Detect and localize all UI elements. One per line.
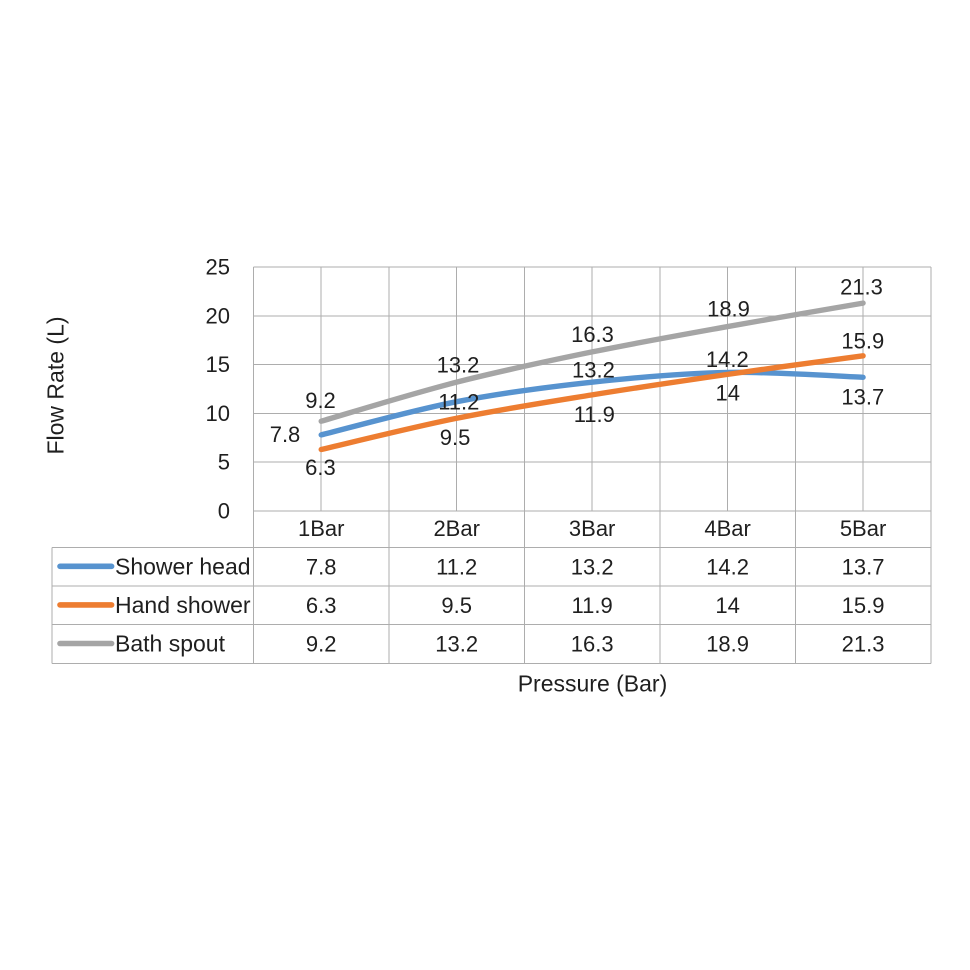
svg-text:9.2: 9.2 <box>305 388 336 413</box>
svg-text:13.2: 13.2 <box>572 358 615 383</box>
svg-text:15.9: 15.9 <box>841 328 884 353</box>
svg-text:15: 15 <box>206 352 230 377</box>
svg-text:25: 25 <box>206 255 230 280</box>
svg-text:6.3: 6.3 <box>306 593 337 618</box>
svg-text:5: 5 <box>218 450 230 475</box>
svg-text:3Bar: 3Bar <box>569 516 615 541</box>
svg-text:15.9: 15.9 <box>842 593 885 618</box>
svg-text:9.5: 9.5 <box>440 425 471 450</box>
svg-text:6.3: 6.3 <box>305 455 336 480</box>
svg-text:13.2: 13.2 <box>571 555 614 580</box>
svg-text:Hand shower: Hand shower <box>115 592 251 618</box>
svg-text:18.9: 18.9 <box>706 632 749 657</box>
svg-text:16.3: 16.3 <box>571 322 614 347</box>
svg-text:5Bar: 5Bar <box>840 516 886 541</box>
svg-text:13.2: 13.2 <box>437 353 480 378</box>
svg-text:7.8: 7.8 <box>306 555 337 580</box>
svg-text:10: 10 <box>206 401 230 426</box>
svg-text:13.7: 13.7 <box>841 385 884 410</box>
svg-text:13.2: 13.2 <box>435 632 478 657</box>
svg-text:9.5: 9.5 <box>441 593 472 618</box>
svg-text:1Bar: 1Bar <box>298 516 344 541</box>
svg-text:Shower head: Shower head <box>115 553 251 579</box>
svg-text:13.7: 13.7 <box>842 555 885 580</box>
svg-text:Bath spout: Bath spout <box>115 631 226 657</box>
svg-text:Pressure (Bar): Pressure (Bar) <box>518 671 668 697</box>
svg-text:14: 14 <box>715 593 739 618</box>
svg-text:9.2: 9.2 <box>306 632 337 657</box>
svg-text:14.2: 14.2 <box>706 555 749 580</box>
svg-text:4Bar: 4Bar <box>704 516 750 541</box>
svg-text:0: 0 <box>218 499 230 524</box>
svg-text:20: 20 <box>206 303 230 328</box>
svg-text:14.2: 14.2 <box>706 347 749 372</box>
svg-text:18.9: 18.9 <box>707 297 750 322</box>
svg-text:Flow Rate (L): Flow Rate (L) <box>43 316 69 454</box>
svg-text:11.9: 11.9 <box>574 402 615 427</box>
svg-text:11.9: 11.9 <box>572 593 613 618</box>
svg-text:11.2: 11.2 <box>438 389 479 414</box>
svg-text:16.3: 16.3 <box>571 632 614 657</box>
svg-text:2Bar: 2Bar <box>433 516 479 541</box>
svg-text:21.3: 21.3 <box>842 632 885 657</box>
svg-text:11.2: 11.2 <box>436 555 477 580</box>
svg-text:14: 14 <box>716 380 740 405</box>
svg-text:7.8: 7.8 <box>270 422 301 447</box>
svg-text:21.3: 21.3 <box>840 274 883 299</box>
